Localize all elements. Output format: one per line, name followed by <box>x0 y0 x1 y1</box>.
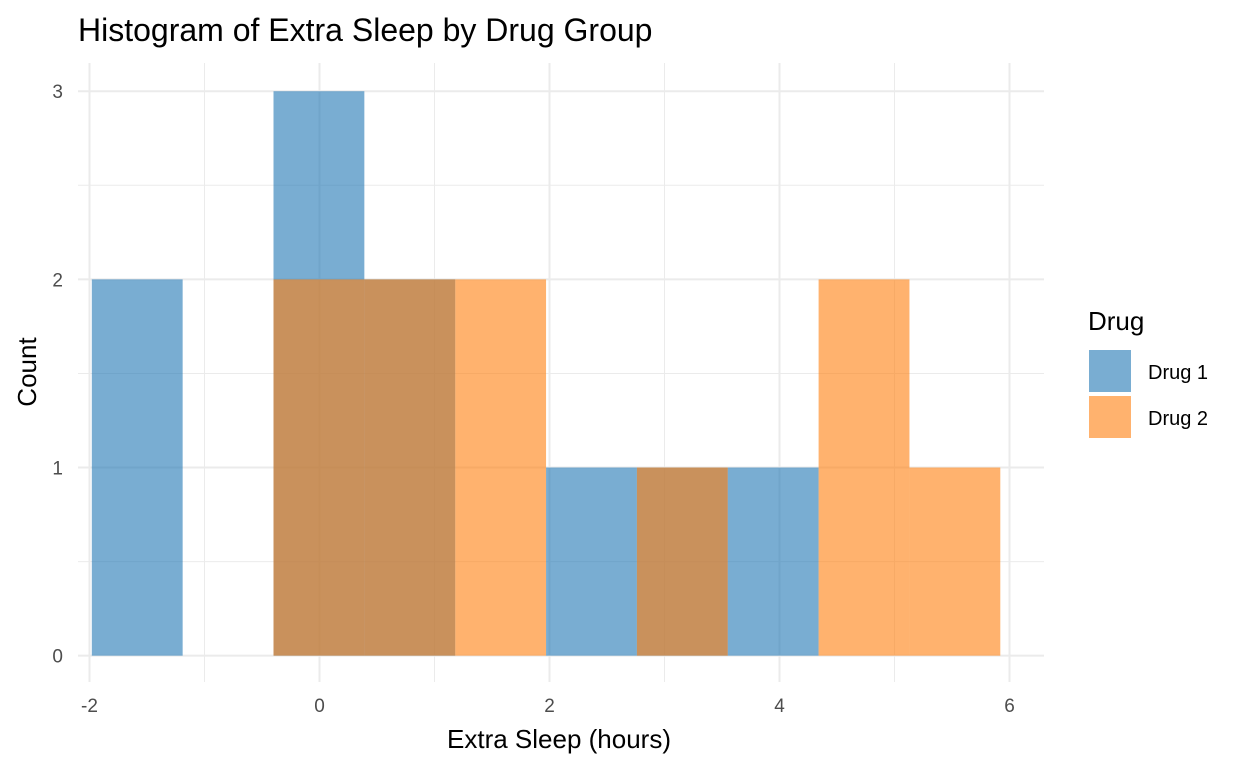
axis-ticks: -2 0 2 4 6 0 1 2 3 <box>52 82 1014 717</box>
bar-drug-2-bin-8 <box>818 279 910 656</box>
x-tick-label: 4 <box>774 696 785 717</box>
bar-drug-1-bin-0 <box>91 279 183 656</box>
x-tick-label: 0 <box>314 696 325 717</box>
bar-drug-2-bin-4 <box>455 279 547 656</box>
y-axis-title: Count <box>12 337 42 407</box>
y-tick-label: 3 <box>52 82 63 103</box>
legend-title: Drug <box>1088 306 1144 336</box>
x-axis-title: Extra Sleep (hours) <box>447 724 671 754</box>
y-tick-label: 1 <box>52 459 63 480</box>
x-tick-label: 6 <box>1004 696 1015 717</box>
bar-drug-1-bin-7 <box>727 467 819 656</box>
y-tick-label: 2 <box>52 270 63 291</box>
legend: Drug Drug 1 Drug 2 <box>1088 306 1208 438</box>
histogram-bars <box>91 91 1001 656</box>
legend-label-drug-2: Drug 2 <box>1148 408 1208 430</box>
bar-drug-1-bin-5 <box>546 467 637 656</box>
legend-swatch-drug-1 <box>1089 350 1131 392</box>
bar-drug-2-bin-9 <box>909 467 1001 656</box>
bar-drug-2-bin-2 <box>273 279 365 656</box>
x-tick-label: -2 <box>81 696 98 717</box>
bar-drug-2-bin-6 <box>636 467 728 656</box>
bar-drug-2-bin-3 <box>364 279 456 656</box>
chart-title: Histogram of Extra Sleep by Drug Group <box>78 12 652 48</box>
x-tick-label: 2 <box>544 696 555 717</box>
y-tick-label: 0 <box>52 647 63 668</box>
legend-swatch-drug-2 <box>1089 396 1131 438</box>
legend-label-drug-1: Drug 1 <box>1148 362 1208 384</box>
